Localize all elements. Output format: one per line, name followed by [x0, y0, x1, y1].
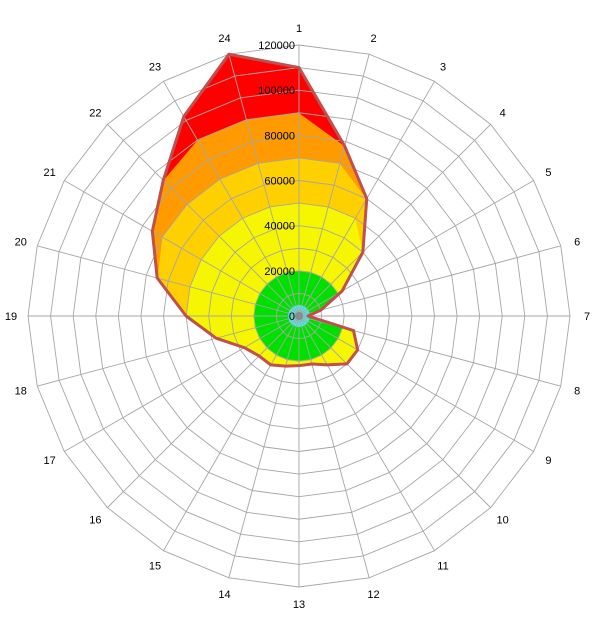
category-label-6: 6 — [574, 236, 580, 248]
category-label-4: 4 — [500, 107, 506, 119]
category-label-2: 2 — [370, 33, 376, 45]
center-marker — [295, 312, 303, 320]
ring-label-0: 0 — [289, 311, 295, 323]
category-label-24: 24 — [218, 33, 230, 45]
grid-spoke-17 — [64, 315, 300, 452]
category-label-14: 14 — [218, 589, 230, 601]
category-label-5: 5 — [545, 167, 551, 179]
band-fills — [151, 53, 368, 367]
series-outline-line — [150, 52, 369, 368]
ring-label-80000: 80000 — [264, 130, 295, 142]
grid-spoke-24 — [228, 54, 300, 317]
category-label-17: 17 — [43, 455, 55, 467]
ring-label-120000: 120000 — [258, 40, 295, 52]
category-label-23: 23 — [149, 62, 161, 74]
category-label-15: 15 — [149, 560, 161, 572]
series-outline — [150, 52, 369, 368]
category-label-1: 1 — [296, 23, 302, 35]
grid-spoke-12 — [298, 315, 370, 578]
category-label-18: 18 — [15, 386, 27, 398]
grid-spoke-11 — [298, 315, 435, 551]
category-label-13: 13 — [293, 599, 305, 611]
category-label-16: 16 — [89, 515, 101, 527]
grid-spoke-21 — [64, 180, 300, 317]
ring-label-20000: 20000 — [264, 266, 295, 278]
category-label-8: 8 — [574, 386, 580, 398]
grid-spoke-9 — [298, 315, 534, 452]
grid-spoke-4 — [298, 124, 491, 317]
grid-spoke-22 — [107, 124, 300, 317]
grid-spoke-10 — [298, 315, 491, 508]
ring-label-60000: 60000 — [264, 176, 295, 188]
category-label-10: 10 — [497, 515, 509, 527]
ring-label-40000: 40000 — [264, 221, 295, 233]
grid-spoke-20 — [37, 245, 300, 317]
grid-spoke-16 — [107, 315, 300, 508]
ring-tick-labels: 0 20000 40000 60000 80000 100000 120000 — [258, 40, 295, 323]
grid-spoke-23 — [163, 81, 300, 317]
grid-spoke-14 — [228, 315, 300, 578]
category-label-19: 19 — [5, 311, 17, 323]
grid-spoke-15 — [163, 315, 300, 551]
grid-spoke-18 — [37, 315, 300, 387]
grid-spoke-2 — [298, 54, 370, 317]
category-label-21: 21 — [43, 167, 55, 179]
grid-lines — [27, 44, 571, 588]
category-label-9: 9 — [545, 455, 551, 467]
category-label-22: 22 — [89, 107, 101, 119]
grid-spoke-6 — [298, 245, 561, 317]
category-label-20: 20 — [15, 236, 27, 248]
category-label-3: 3 — [440, 62, 446, 74]
category-label-11: 11 — [437, 560, 448, 572]
category-label-7: 7 — [584, 311, 590, 323]
category-label-12: 12 — [367, 589, 379, 601]
ring-label-100000: 100000 — [258, 85, 295, 97]
